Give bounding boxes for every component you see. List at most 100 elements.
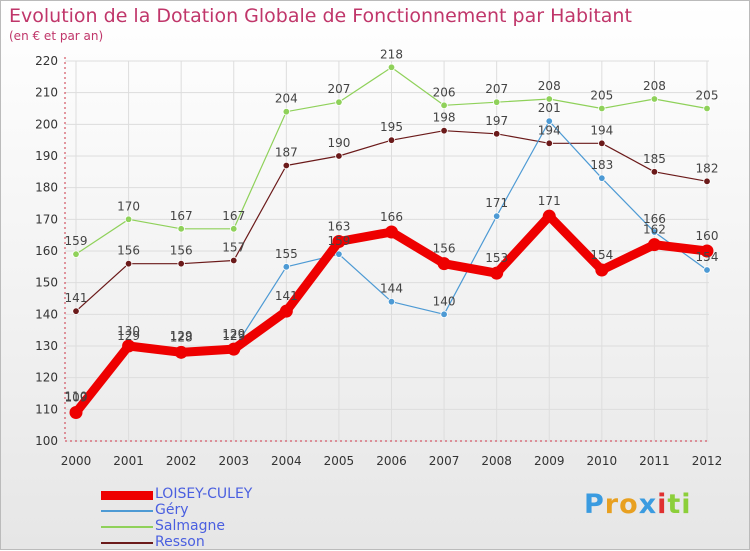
chart-subtitle: (en € et par an): [9, 29, 104, 43]
data-label: 201: [538, 101, 561, 115]
data-label: 171: [538, 194, 561, 208]
data-label: 185: [643, 152, 666, 166]
data-point: [595, 263, 609, 277]
data-point: [335, 98, 343, 106]
data-label: 128: [170, 330, 193, 344]
data-label: 156: [170, 244, 193, 258]
data-label: 205: [696, 89, 719, 103]
data-label: 109: [65, 391, 88, 405]
data-label: 218: [380, 47, 403, 61]
logo-letter: r: [604, 489, 620, 520]
legend-swatch: [101, 526, 153, 528]
data-label: 190: [327, 136, 350, 150]
data-label: 160: [696, 229, 719, 243]
data-point: [387, 63, 396, 72]
data-label: 207: [327, 82, 350, 96]
data-point: [227, 342, 241, 356]
data-label: 207: [485, 82, 508, 96]
data-point: [230, 256, 238, 265]
y-tick-label: 170: [35, 212, 58, 226]
data-point: [282, 263, 291, 271]
data-label: 155: [275, 247, 298, 261]
data-label: 204: [275, 92, 298, 106]
data-label: 162: [643, 223, 666, 237]
data-point: [492, 130, 501, 138]
data-point: [703, 266, 711, 274]
data-point: [72, 250, 80, 258]
y-tick-label: 130: [35, 339, 58, 353]
x-tick-label: 2010: [587, 454, 618, 468]
proxiti-logo: Proxiti: [584, 489, 692, 520]
x-tick-label: 2005: [324, 454, 355, 468]
data-point: [279, 304, 293, 318]
y-tick-label: 220: [35, 54, 58, 68]
data-label: 129: [222, 329, 245, 343]
data-point: [385, 225, 398, 239]
data-point: [124, 259, 133, 268]
data-point: [647, 238, 661, 252]
x-tick-label: 2004: [271, 454, 302, 468]
y-tick-label: 190: [35, 149, 58, 163]
data-point: [230, 225, 238, 233]
data-point: [492, 212, 501, 220]
data-point: [69, 406, 83, 419]
data-point: [437, 257, 451, 271]
x-tick-label: 2007: [429, 454, 460, 468]
data-label: 194: [538, 123, 561, 137]
data-label: 156: [117, 244, 140, 258]
data-label: 163: [327, 220, 350, 234]
data-label: 144: [380, 282, 403, 296]
data-point: [387, 136, 396, 144]
logo-letter: x: [638, 489, 658, 520]
y-tick-label: 200: [35, 117, 58, 131]
data-point: [332, 235, 346, 248]
logo-letter: o: [619, 489, 639, 520]
data-point: [700, 244, 714, 258]
data-label: 183: [590, 158, 613, 172]
legend-label: Resson: [155, 534, 205, 550]
data-label: 129: [170, 329, 193, 343]
data-point: [545, 117, 553, 125]
legend-swatch: [101, 542, 153, 544]
x-tick-label: 2000: [61, 454, 92, 468]
data-label: 187: [275, 146, 298, 160]
y-tick-label: 110: [35, 402, 58, 416]
y-tick-label: 140: [35, 307, 58, 321]
data-point: [177, 225, 185, 233]
data-label: 194: [590, 123, 613, 137]
x-tick-label: 2012: [692, 454, 723, 468]
data-point: [545, 139, 553, 148]
data-label: 154: [696, 250, 719, 264]
chart-title: Evolution de la Dotation Globale de Fonc…: [9, 5, 632, 27]
data-label: 167: [170, 209, 193, 223]
data-label: 171: [485, 196, 508, 210]
data-label: 206: [433, 85, 456, 99]
data-point: [490, 266, 504, 280]
data-label: 141: [275, 289, 298, 303]
y-tick-label: 210: [35, 86, 58, 100]
data-point: [387, 297, 396, 306]
data-point: [282, 161, 291, 170]
x-tick-label: 2009: [534, 454, 565, 468]
data-point: [72, 307, 80, 315]
data-label: 195: [380, 120, 403, 134]
data-label: 208: [643, 79, 666, 93]
data-point: [598, 139, 606, 148]
legend-label: LOISEY-CULEY: [155, 486, 253, 502]
data-label: 198: [433, 111, 456, 125]
data-point: [174, 345, 188, 359]
data-point: [335, 152, 343, 160]
data-point: [703, 104, 711, 113]
data-label: 154: [590, 248, 613, 262]
data-label: 170: [117, 199, 140, 213]
data-point: [545, 95, 553, 103]
data-label: 110: [65, 389, 88, 403]
logo-letter: P: [584, 489, 605, 520]
data-point: [282, 107, 291, 116]
data-label: 141: [65, 291, 88, 305]
logo-letter: i: [681, 489, 692, 520]
data-label: 159: [65, 234, 88, 248]
data-point: [335, 250, 343, 258]
legend-label: Salmagne: [155, 518, 225, 534]
